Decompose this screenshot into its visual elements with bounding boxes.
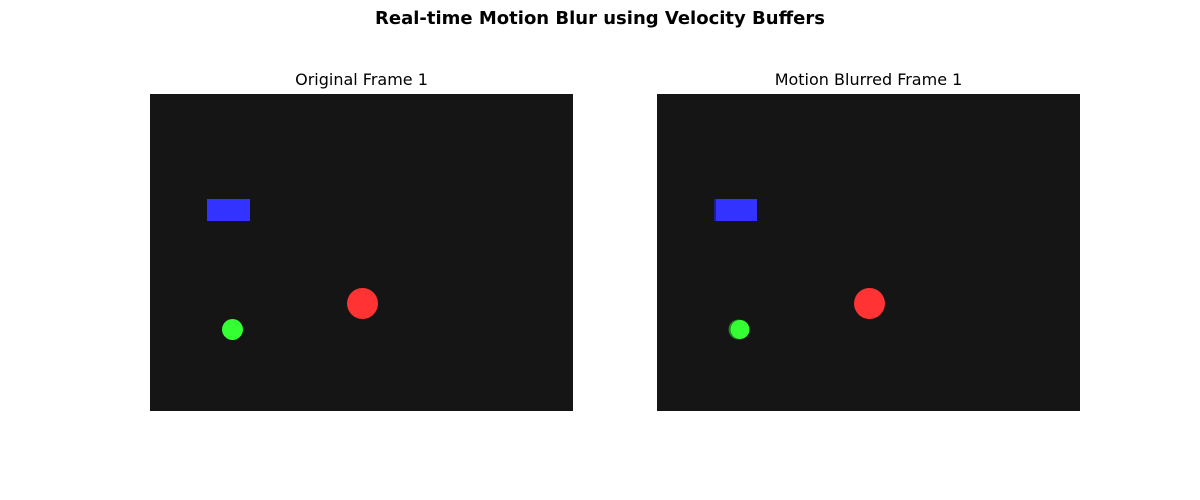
original-frame-canvas — [207, 199, 378, 340]
original-frame-image — [150, 94, 573, 411]
blurred-frame-image — [657, 94, 1080, 411]
panel-title-blurred: Motion Blurred Frame 1 — [774, 70, 963, 89]
blue-rectangle — [716, 199, 757, 221]
red-circle — [347, 288, 378, 319]
blurred-frame-canvas — [714, 199, 885, 340]
red-circle — [854, 288, 885, 319]
figure-title: Real-time Motion Blur using Velocity Buf… — [375, 8, 825, 29]
panel-title-original: Original Frame 1 — [295, 70, 428, 89]
blue-rectangle — [207, 199, 250, 221]
green-circle — [222, 319, 243, 340]
green-circle — [730, 320, 750, 339]
